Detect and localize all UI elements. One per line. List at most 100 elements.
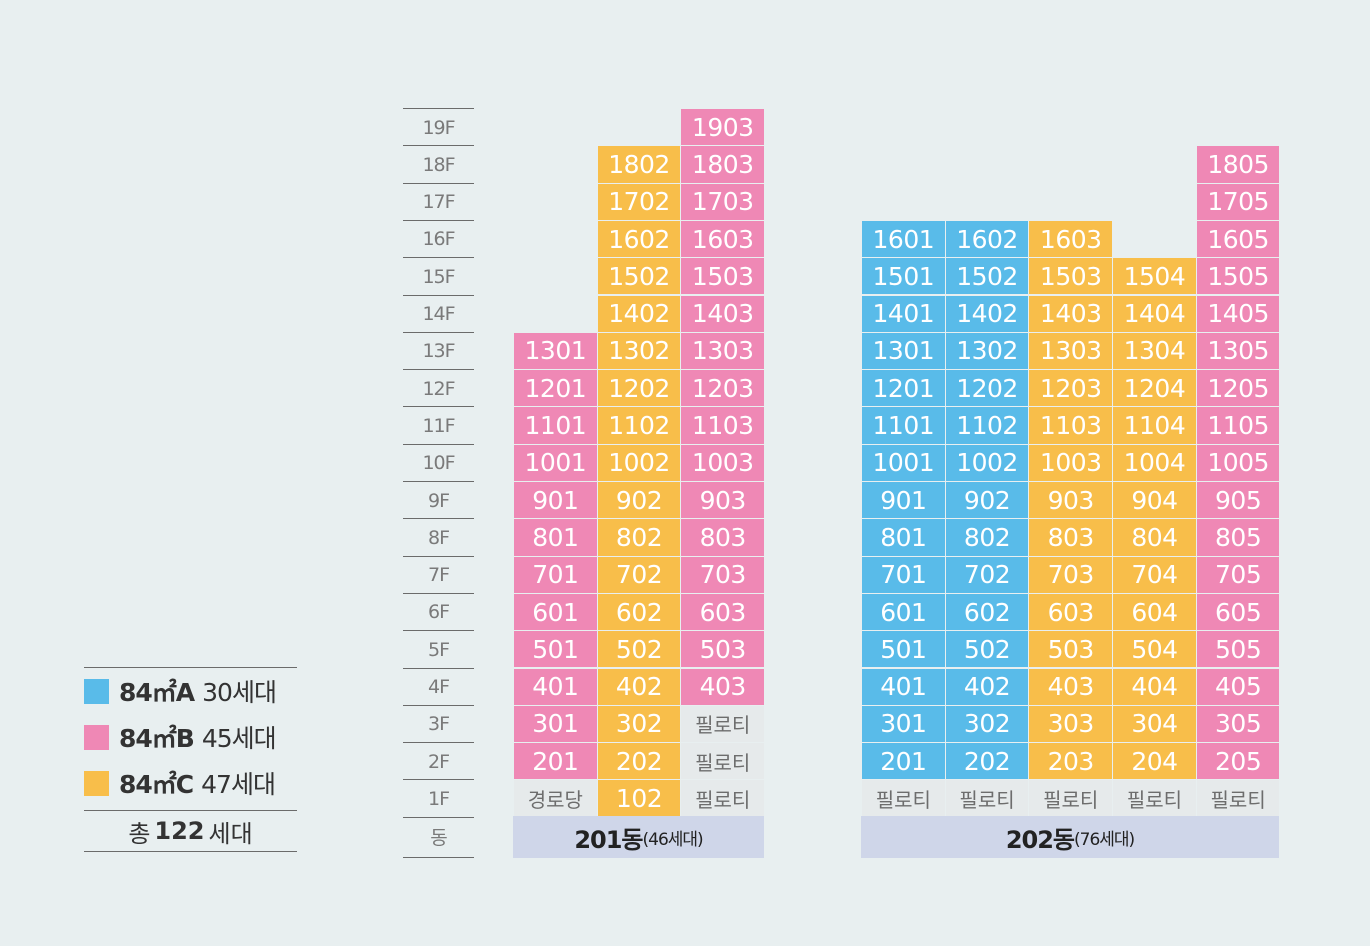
unit-cell: 402 — [596, 667, 682, 706]
unit-cell: 504 — [1112, 630, 1197, 669]
unit-cell: 702 — [944, 555, 1030, 594]
unit-cell: 1003 — [680, 443, 766, 482]
legend-type: 84㎡C — [119, 770, 194, 799]
unit-cell: 1102 — [596, 406, 682, 445]
unit-cell: 1605 — [1195, 219, 1281, 259]
unit-cell: 1602 — [596, 219, 682, 259]
unit-cell: 1101 — [513, 406, 598, 445]
unit-cell: 1602 — [944, 219, 1030, 259]
unit-cell: 1403 — [1028, 294, 1114, 333]
floor-label: 11F — [403, 406, 474, 444]
unit-cell: 703 — [680, 555, 766, 594]
unit-cell: 905 — [1195, 481, 1281, 520]
total-prefix: 총 — [128, 819, 151, 848]
building-unit-count: (46세대) — [642, 829, 704, 850]
unit-cell: 1703 — [680, 182, 766, 221]
unit-cell: 1003 — [1028, 443, 1114, 482]
unit-cell: 1505 — [1195, 257, 1281, 296]
unit-cell: 403 — [680, 667, 766, 706]
unit-cell: 1304 — [1112, 331, 1197, 371]
unit-cell: 1302 — [596, 331, 682, 371]
floor-label: 동 — [403, 816, 474, 855]
unit-cell: 401 — [513, 667, 598, 706]
unit-cell: 1203 — [1028, 369, 1114, 408]
unit-cell: 803 — [1028, 518, 1114, 557]
unit-cell: 204 — [1112, 742, 1197, 781]
unit-cell: 1803 — [680, 145, 766, 184]
unit-cell: 1004 — [1112, 443, 1197, 482]
legend-swatch-b — [84, 724, 109, 750]
legend-count: 47세대 — [201, 770, 276, 799]
floor-label: 3F — [403, 704, 474, 743]
unit-cell: 801 — [861, 518, 946, 557]
legend-count: 30세대 — [202, 678, 277, 707]
piloti-cell: 필로티 — [861, 779, 946, 818]
unit-cell: 804 — [1112, 518, 1197, 557]
legend-type: 84㎡A — [119, 678, 195, 707]
unit-cell: 902 — [596, 481, 682, 520]
unit-cell: 805 — [1195, 518, 1281, 557]
unit-cell: 1501 — [861, 257, 946, 296]
unit-cell: 1001 — [513, 443, 598, 482]
unit-cell: 502 — [944, 630, 1030, 669]
unit-cell: 1104 — [1112, 406, 1197, 445]
unit-cell: 605 — [1195, 592, 1281, 632]
unit-cell: 401 — [861, 667, 946, 706]
building-201-label: 201동 (46세대) — [513, 816, 764, 858]
building-name: 201동 — [574, 825, 643, 854]
unit-cell: 1303 — [1028, 331, 1114, 371]
unit-cell: 1301 — [861, 331, 946, 371]
floor-label: 2F — [403, 742, 474, 780]
unit-cell: 1002 — [596, 443, 682, 482]
unit-cell: 503 — [1028, 630, 1114, 669]
unit-cell: 1603 — [680, 219, 766, 259]
unit-cell: 1305 — [1195, 331, 1281, 371]
unit-cell: 1503 — [1028, 257, 1114, 296]
unit-cell: 201 — [513, 742, 598, 781]
legend-swatch-a — [84, 678, 109, 704]
unit-cell: 1201 — [861, 369, 946, 408]
community-room-cell: 경로당 — [513, 779, 598, 818]
unit-cell: 603 — [680, 592, 766, 632]
unit-cell: 903 — [680, 481, 766, 520]
unit-cell: 202 — [596, 742, 682, 781]
unit-cell: 1601 — [861, 219, 946, 259]
piloti-cell: 필로티 — [680, 704, 766, 744]
unit-cell: 1001 — [861, 443, 946, 482]
unit-cell: 802 — [596, 518, 682, 557]
legend-count: 45세대 — [201, 724, 277, 753]
unit-cell: 402 — [944, 667, 1030, 706]
unit-cell: 1802 — [596, 145, 682, 184]
unit-cell: 1402 — [596, 294, 682, 333]
unit-cell: 301 — [513, 704, 598, 744]
unit-cell: 301 — [861, 704, 946, 744]
unit-cell: 405 — [1195, 667, 1281, 706]
unit-cell: 502 — [596, 630, 682, 669]
unit-cell: 302 — [596, 704, 682, 744]
unit-cell: 1005 — [1195, 443, 1281, 482]
unit-cell: 503 — [680, 630, 766, 669]
unit-cell: 305 — [1195, 704, 1281, 744]
legend-type: 84㎡B — [119, 724, 195, 753]
unit-cell: 501 — [861, 630, 946, 669]
unit-cell: 403 — [1028, 667, 1114, 706]
floor-label: 17F — [403, 182, 474, 221]
floor-label: 19F — [403, 108, 474, 146]
unit-cell: 1502 — [596, 257, 682, 296]
unit-cell: 1402 — [944, 294, 1030, 333]
unit-cell: 1401 — [861, 294, 946, 333]
unit-cell: 702 — [596, 555, 682, 594]
building-202-label: 202동 (76세대) — [861, 816, 1279, 858]
unit-cell: 203 — [1028, 742, 1114, 781]
unit-cell: 802 — [944, 518, 1030, 557]
floor-label: 8F — [403, 518, 474, 556]
unit-cell: 904 — [1112, 481, 1197, 520]
unit-cell: 1103 — [680, 406, 766, 445]
legend-total: 총 122 세대 — [84, 810, 297, 852]
floor-axis-bottom-line — [403, 857, 474, 858]
unit-cell: 404 — [1112, 667, 1197, 706]
floor-label: 6F — [403, 592, 474, 631]
unit-cell: 701 — [513, 555, 598, 594]
piloti-cell: 필로티 — [1028, 779, 1114, 818]
unit-cell: 1302 — [944, 331, 1030, 371]
